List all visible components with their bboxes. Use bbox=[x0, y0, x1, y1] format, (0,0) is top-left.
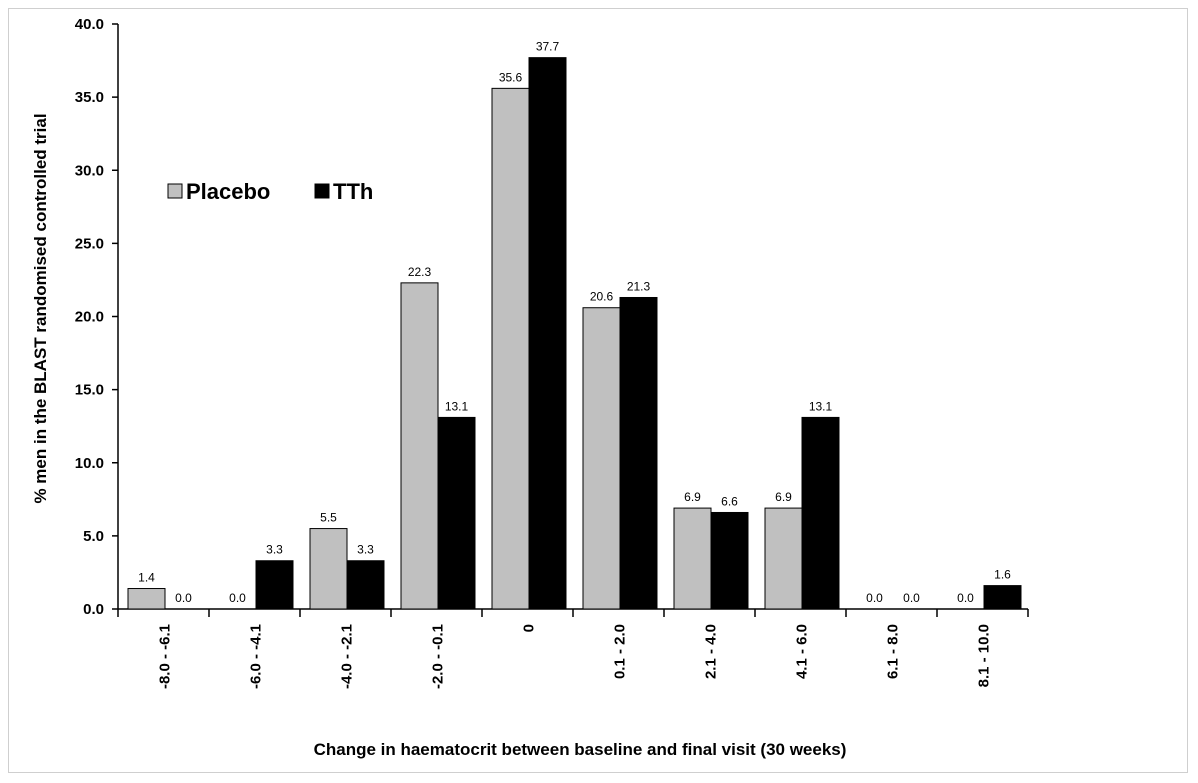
data-label: 0.0 bbox=[903, 591, 920, 605]
x-tick-label: 4.1 - 6.0 bbox=[794, 624, 811, 679]
y-tick-label: 15.0 bbox=[75, 382, 104, 399]
data-label: 20.6 bbox=[590, 290, 614, 304]
bar-tth bbox=[346, 560, 385, 610]
x-tick-label: 8.1 - 10.0 bbox=[976, 624, 993, 687]
y-tick-label: 35.0 bbox=[75, 89, 104, 106]
x-tick-label: -4.0 - -2.1 bbox=[339, 624, 356, 689]
bar-placebo bbox=[309, 528, 348, 610]
data-label: 0.0 bbox=[866, 591, 883, 605]
data-label: 35.6 bbox=[499, 70, 523, 84]
data-label: 22.3 bbox=[408, 265, 432, 279]
bar-placebo bbox=[491, 87, 530, 610]
bar-placebo bbox=[764, 507, 803, 610]
x-tick-label: -2.0 - -0.1 bbox=[430, 624, 447, 689]
data-labels: 1.4 0.0 5.5 22.3 35.6 20.6 6.9 6.9 0.0 0.0 0.0 3.3 3… bbox=[138, 40, 1011, 605]
bar-placebo bbox=[127, 588, 166, 610]
y-tick-label: 20.0 bbox=[75, 309, 104, 326]
chart-frame bbox=[8, 8, 1188, 773]
y-tick-label: 40.0 bbox=[75, 16, 104, 33]
bar-placebo bbox=[673, 507, 712, 610]
x-tick-label: 2.1 - 4.0 bbox=[703, 624, 720, 679]
y-tick-label: 0.0 bbox=[83, 601, 104, 618]
data-label: 0.0 bbox=[957, 591, 974, 605]
y-tick-label: 5.0 bbox=[83, 528, 104, 545]
data-label: 3.3 bbox=[266, 543, 283, 557]
legend-swatch-placebo bbox=[167, 183, 183, 199]
data-label: 6.9 bbox=[775, 490, 792, 504]
bar-tth bbox=[619, 296, 658, 610]
y-tick-label: 10.0 bbox=[75, 455, 104, 472]
y-tick-label: 25.0 bbox=[75, 235, 104, 252]
x-tick-label: -6.0 - -4.1 bbox=[248, 624, 265, 689]
x-tick-label: 6.1 - 8.0 bbox=[885, 624, 902, 679]
data-label: 0.0 bbox=[229, 591, 246, 605]
bar-placebo bbox=[400, 282, 439, 610]
legend-swatch-tth bbox=[314, 183, 330, 199]
data-label: 13.1 bbox=[445, 399, 469, 413]
bar-tth bbox=[710, 511, 749, 610]
data-label: 21.3 bbox=[627, 279, 651, 293]
data-label: 1.4 bbox=[138, 571, 155, 585]
bar-tth bbox=[255, 560, 294, 610]
bar-tth bbox=[983, 585, 1022, 610]
y-tick-label: 30.0 bbox=[75, 162, 104, 179]
x-tick-label: -8.0 - -6.1 bbox=[157, 624, 174, 689]
x-tick-label: 0.1 - 2.0 bbox=[612, 624, 629, 679]
legend-label-placebo: Placebo bbox=[186, 179, 270, 204]
data-label: 1.6 bbox=[994, 568, 1011, 582]
bar-placebo bbox=[582, 307, 621, 610]
legend: Placebo TTh bbox=[167, 179, 373, 204]
data-label: 37.7 bbox=[536, 40, 560, 54]
data-label: 3.3 bbox=[357, 543, 374, 557]
x-axis-title: Change in haematocrit between baseline a… bbox=[314, 740, 847, 759]
data-label: 13.1 bbox=[809, 399, 833, 413]
legend-label-tth: TTh bbox=[333, 179, 373, 204]
bar-tth bbox=[801, 416, 840, 610]
bar-tth bbox=[528, 57, 567, 610]
y-axis-title: % men in the BLAST randomised controlled… bbox=[31, 113, 50, 503]
data-label: 5.5 bbox=[320, 511, 337, 525]
data-label: 6.6 bbox=[721, 494, 738, 508]
data-label: 0.0 bbox=[175, 591, 192, 605]
axes: 0.0 5.0 10.0 15.0 20.0 25.0 30.0 35.0 40.0 -8.0 -… bbox=[75, 16, 1029, 689]
data-label: 6.9 bbox=[684, 490, 701, 504]
bars bbox=[127, 57, 1022, 610]
x-tick-label: 0 bbox=[521, 624, 538, 632]
bar-tth bbox=[437, 416, 476, 610]
